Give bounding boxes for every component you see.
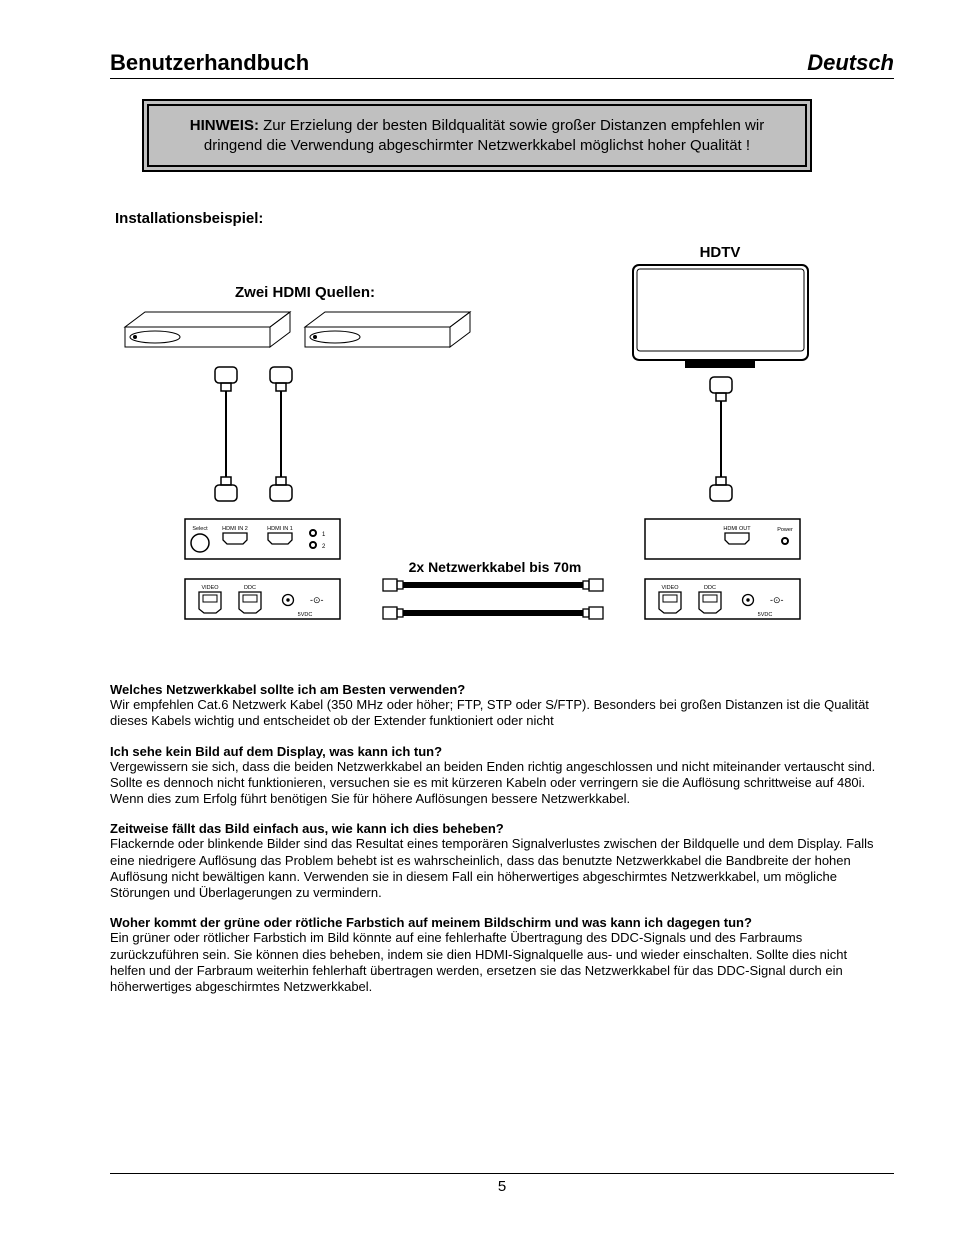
notice-box: HINWEIS: Zur Erzielung der besten Bildqu… — [142, 99, 812, 172]
faq-section: Welches Netzwerkkabel sollte ich am Best… — [110, 682, 884, 995]
hdmi-cable-2-icon — [270, 367, 292, 501]
rx-power-polarity-icon: -⊙- — [770, 595, 784, 605]
tx-video-label: VIDEO — [201, 585, 219, 591]
rx-bottom-panel: VIDEO DDC -⊙- 5VDC — [645, 579, 800, 619]
page: Benutzerhandbuch Deutsch HINWEIS: Zur Er… — [0, 0, 954, 1235]
tx-hdmi-in-2-label: HDMI IN 2 — [222, 526, 248, 532]
installation-diagram: HDTV Zwei HDMI Quellen: — [115, 237, 885, 642]
rx-top-panel: HDMI OUT Power — [645, 519, 800, 559]
faq-question: Ich sehe kein Bild auf dem Display, was … — [110, 744, 884, 759]
faq-question: Zeitweise fällt das Bild einfach aus, wi… — [110, 821, 884, 836]
tx-ddc-label: DDC — [244, 585, 256, 591]
tx-top-panel: Select HDMI IN 2 HDMI IN 1 1 2 — [185, 519, 340, 559]
tx-5vdc-label: 5VDC — [298, 612, 313, 618]
page-footer: 5 — [110, 1173, 894, 1195]
section-title: Installationsbeispiel: — [115, 210, 894, 227]
tx-led-1-label: 1 — [322, 532, 326, 538]
source-device-2-icon — [305, 312, 470, 347]
source-device-1-icon — [125, 312, 290, 347]
network-cable-2-icon — [383, 607, 603, 619]
notice-text: Zur Erzielung der besten Bildqualität so… — [204, 117, 764, 154]
tx-hdmi-in-1-label: HDMI IN 1 — [267, 526, 293, 532]
faq-question: Welches Netzwerkkabel sollte ich am Best… — [110, 682, 884, 697]
rx-hdmi-out-label: HDMI OUT — [723, 526, 751, 532]
header-title-left: Benutzerhandbuch — [110, 50, 309, 76]
hdmi-cable-tv-icon — [710, 377, 732, 501]
faq-question: Woher kommt der grüne oder rötliche Farb… — [110, 915, 884, 930]
faq-answer: Wir empfehlen Cat.6 Netzwerk Kabel (350 … — [110, 697, 884, 730]
hdtv-label: HDTV — [700, 244, 741, 261]
tx-led-2-label: 2 — [322, 544, 326, 550]
sources-label: Zwei HDMI Quellen: — [235, 284, 375, 301]
tx-bottom-panel: VIDEO DDC -⊙- 5VDC — [185, 579, 340, 619]
rx-video-label: VIDEO — [661, 585, 679, 591]
rx-5vdc-label: 5VDC — [758, 612, 773, 618]
header-title-right: Deutsch — [807, 50, 894, 76]
faq-answer: Vergewissern sie sich, dass die beiden N… — [110, 759, 884, 808]
network-cable-1-icon — [383, 579, 603, 591]
faq-answer: Flackernde oder blinkende Bilder sind da… — [110, 836, 884, 901]
network-cable-label: 2x Netzwerkkabel bis 70m — [409, 559, 582, 575]
tv-icon — [633, 265, 808, 368]
notice-label: HINWEIS: — [190, 117, 259, 134]
rx-ddc-label: DDC — [704, 585, 716, 591]
hdmi-cable-1-icon — [215, 367, 237, 501]
tx-select-label: Select — [192, 526, 208, 532]
faq-answer: Ein grüner oder rötlicher Farbstich im B… — [110, 930, 884, 995]
page-number: 5 — [498, 1178, 506, 1195]
page-header: Benutzerhandbuch Deutsch — [110, 50, 894, 79]
rx-power-label: Power — [777, 527, 793, 533]
tx-power-polarity-icon: -⊙- — [310, 595, 324, 605]
